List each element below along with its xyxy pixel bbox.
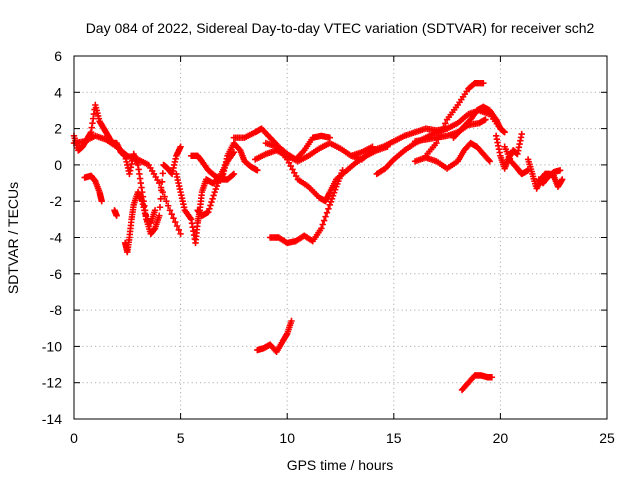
data-point-marker <box>327 198 335 206</box>
data-point-marker <box>229 171 237 179</box>
data-point-marker <box>322 213 329 220</box>
data-point-marker <box>488 374 496 381</box>
data-point-marker <box>214 179 222 187</box>
x-tick-labels: 0 5 10 15 20 25 <box>70 430 615 446</box>
data-point-marker <box>209 195 216 202</box>
data-point-marker <box>170 214 177 222</box>
data-point-marker <box>157 195 164 202</box>
y-tick-label: 2 <box>54 121 62 137</box>
data-point-marker <box>486 158 493 165</box>
data-point-marker <box>206 205 213 212</box>
data-point-marker <box>163 198 170 205</box>
data-point-marker <box>501 129 508 136</box>
data-point-marker <box>159 170 167 177</box>
y-tick-label: -6 <box>50 266 63 282</box>
data-point-marker <box>173 222 181 230</box>
data-point-marker <box>230 148 238 156</box>
y-tick-label: -12 <box>42 375 62 391</box>
data-point-marker <box>151 207 159 214</box>
data-point-marker <box>285 159 293 166</box>
data-point-marker <box>177 230 184 238</box>
data-point-marker <box>172 218 179 226</box>
data-point-marker <box>166 207 174 214</box>
data-point-marker <box>318 225 325 232</box>
data-point-marker <box>254 167 261 174</box>
data-point-marker <box>284 156 291 163</box>
data-point-marker <box>326 201 334 209</box>
data-point-marker <box>156 179 163 187</box>
grid-lines <box>74 56 607 419</box>
data-point-marker <box>156 204 164 211</box>
x-tick-label: 10 <box>279 430 295 446</box>
y-tick-label: 6 <box>54 48 62 64</box>
data-point-marker <box>518 130 525 138</box>
data-point-marker <box>113 212 120 219</box>
data-point-marker <box>212 185 219 193</box>
data-point-marker <box>175 226 183 234</box>
axis-ticks <box>73 55 608 420</box>
data-point-marker <box>433 139 440 147</box>
data-point-marker <box>442 120 449 127</box>
data-point-marker <box>208 198 215 206</box>
y-tick-label: -4 <box>50 230 63 246</box>
data-point-marker <box>210 192 217 199</box>
x-tick-label: 15 <box>386 430 402 446</box>
data-point-marker <box>157 184 165 191</box>
chart-title: Day 084 of 2022, Sidereal Day-to-day VTE… <box>86 20 595 36</box>
y-axis-label: SDTVAR / TECUs <box>5 182 21 294</box>
data-point-marker <box>168 211 175 218</box>
data-point-marker <box>330 189 338 196</box>
x-axis-label: GPS time / hours <box>287 457 394 473</box>
data-point-marker <box>161 193 168 200</box>
data-point-marker <box>216 173 224 181</box>
data-point-marker <box>323 209 331 216</box>
data-point-marker <box>326 134 334 141</box>
data-markers <box>70 80 566 394</box>
data-point-marker <box>329 192 337 199</box>
data-point-marker <box>440 124 447 131</box>
data-point-marker <box>319 221 326 228</box>
y-tick-label: -10 <box>42 338 62 354</box>
y-tick-labels: -14 -12 -10 -8 -6 -4 -2 0 2 4 6 <box>42 48 62 427</box>
y-tick-label: -2 <box>50 193 63 209</box>
x-tick-label: 0 <box>70 430 78 446</box>
data-point-marker <box>325 205 332 212</box>
x-tick-label: 5 <box>177 430 185 446</box>
y-tick-label: -8 <box>50 302 63 318</box>
data-point-marker <box>556 167 564 174</box>
x-tick-label: 25 <box>599 430 615 446</box>
data-point-marker <box>164 202 172 209</box>
data-point-marker <box>331 186 339 193</box>
data-point-marker <box>288 317 295 325</box>
data-point-marker <box>230 170 238 178</box>
data-point-marker <box>177 143 184 150</box>
data-point-marker <box>292 172 300 180</box>
data-point-marker <box>211 188 218 196</box>
y-tick-label: 4 <box>54 84 62 100</box>
data-point-marker <box>328 195 336 202</box>
data-point-marker <box>287 162 294 170</box>
data-point-marker <box>291 169 298 176</box>
data-point-marker <box>485 156 492 164</box>
y-tick-label: 0 <box>54 157 62 173</box>
data-point-marker <box>159 188 167 196</box>
data-point-marker <box>480 80 487 87</box>
data-point-marker <box>213 182 221 190</box>
data-point-marker <box>482 116 489 123</box>
data-point-marker <box>559 176 566 183</box>
y-tick-label: -14 <box>42 411 62 427</box>
data-point-marker <box>339 167 346 174</box>
data-point-marker <box>156 212 163 219</box>
data-point-marker <box>98 198 105 205</box>
data-point-marker <box>207 202 214 209</box>
data-point-marker <box>289 166 296 173</box>
data-point-marker <box>438 128 445 135</box>
data-point-marker <box>215 176 223 184</box>
data-point-marker <box>205 208 212 216</box>
data-point-marker <box>320 217 328 224</box>
x-tick-label: 20 <box>493 430 509 446</box>
